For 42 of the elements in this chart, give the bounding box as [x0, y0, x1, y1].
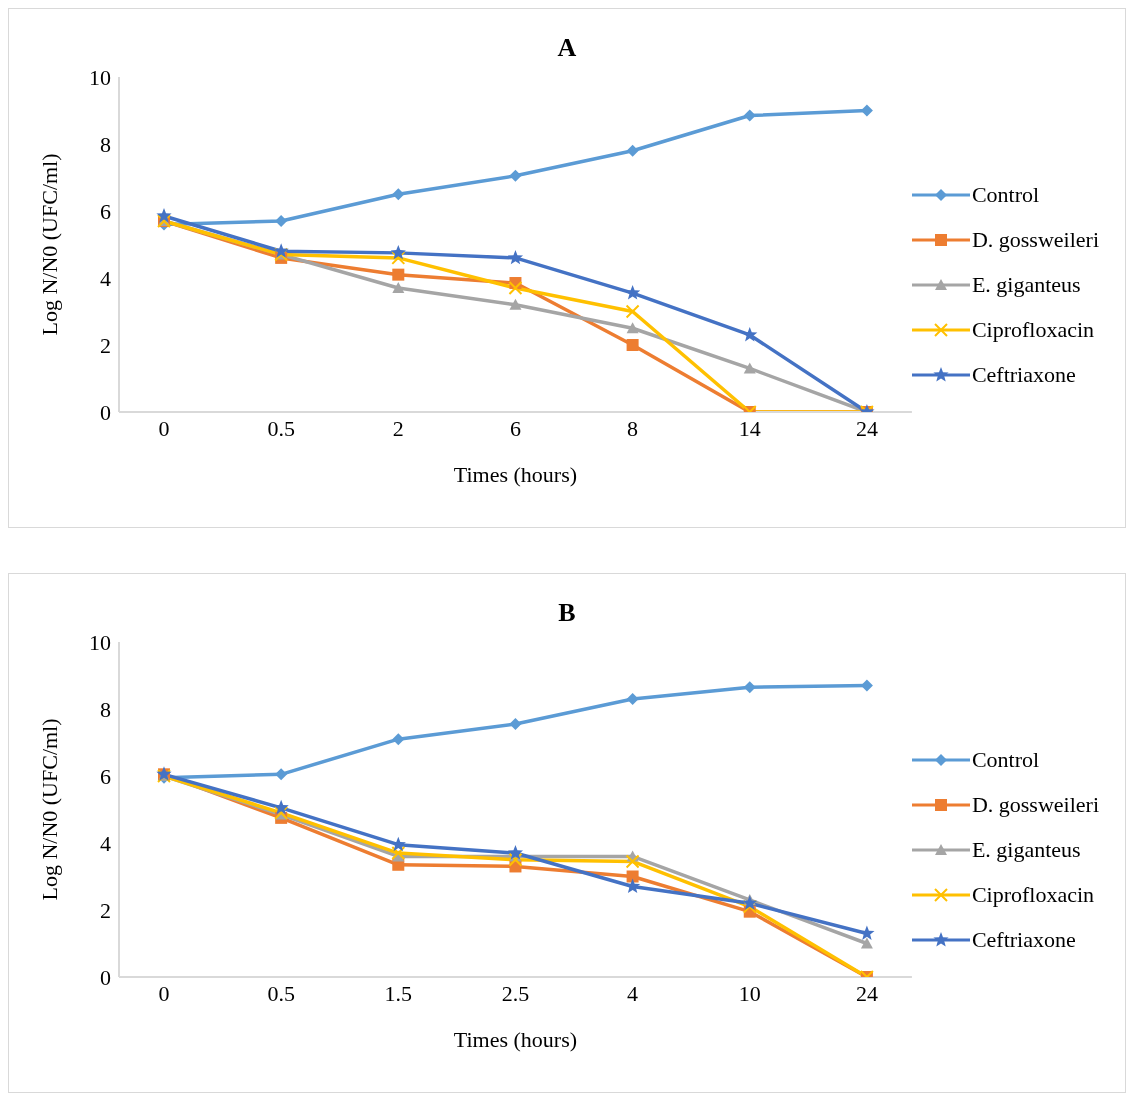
- y-tick-label: 4: [100, 265, 111, 291]
- y-tick-label: 4: [100, 830, 111, 856]
- x-tick-label: 10: [738, 980, 761, 1006]
- y-tick-label: 2: [100, 897, 111, 923]
- y-tick-label: 8: [100, 131, 111, 157]
- x-tick-label: 2: [392, 415, 404, 441]
- y-tick-label: 2: [100, 332, 111, 358]
- legend-label: Ceftriaxone: [971, 926, 1076, 953]
- x-tick-label: 0: [158, 415, 170, 441]
- x-tick-label: 24: [855, 415, 878, 441]
- y-tick-label: 6: [100, 763, 111, 789]
- legend-label: D. gossweileri: [971, 226, 1099, 253]
- legend-label: Control: [971, 746, 1040, 773]
- chart-title: B: [558, 598, 576, 627]
- x-axis-title: Times (hours): [453, 462, 578, 487]
- y-tick-label: 10: [89, 629, 111, 655]
- x-tick-label: 1.5: [384, 980, 413, 1006]
- x-tick-label: 2.5: [501, 980, 530, 1006]
- legend-label: D. gossweileri: [971, 791, 1099, 818]
- y-tick-label: 8: [100, 696, 111, 722]
- x-tick-label: 24: [855, 980, 878, 1006]
- legend-label: Control: [971, 181, 1040, 208]
- x-axis-title: Times (hours): [453, 1027, 578, 1052]
- x-tick-label: 4: [627, 980, 639, 1006]
- x-tick-label: 0: [158, 980, 170, 1006]
- x-tick-label: 0.5: [267, 980, 295, 1006]
- x-tick-label: 6: [509, 415, 521, 441]
- y-tick-label: 0: [100, 964, 111, 990]
- y-axis-title: Log N/N0 (UFC/ml): [36, 718, 62, 901]
- x-tick-label: 8: [627, 415, 639, 441]
- x-tick-label: 0.5: [267, 415, 295, 441]
- y-tick-label: 10: [89, 64, 111, 90]
- legend-label: E. giganteus: [971, 271, 1081, 298]
- y-tick-label: 0: [100, 399, 111, 425]
- y-axis-title: Log N/N0 (UFC/ml): [36, 153, 62, 336]
- legend-label: E. giganteus: [971, 836, 1081, 863]
- chart-title: A: [557, 33, 577, 62]
- legend-label: Ciprofloxacin: [971, 881, 1095, 908]
- x-tick-label: 14: [738, 415, 761, 441]
- y-tick-label: 6: [100, 198, 111, 224]
- legend-label: Ciprofloxacin: [971, 316, 1095, 343]
- legend-label: Ceftriaxone: [971, 361, 1076, 388]
